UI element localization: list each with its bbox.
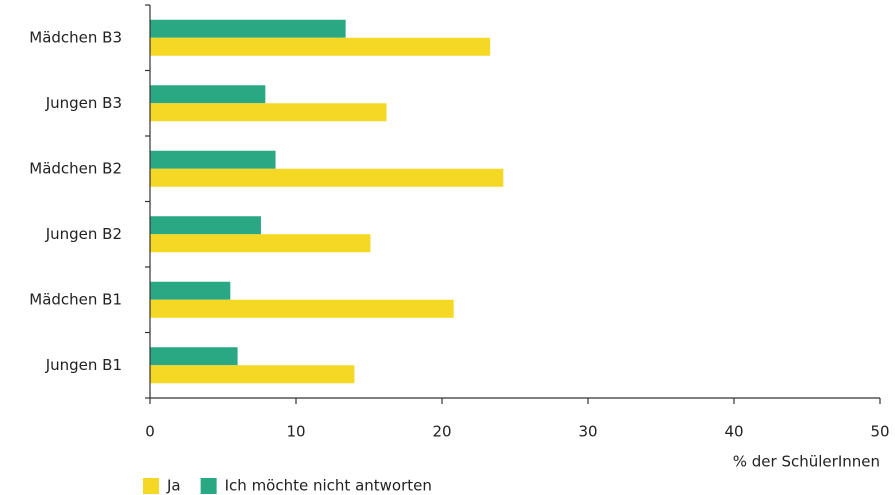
x-axis-label: % der SchülerInnen: [733, 453, 880, 471]
x-tick-label: 40: [724, 423, 743, 441]
bar: [150, 365, 355, 384]
bar: [150, 103, 387, 122]
bar: [150, 281, 231, 300]
legend-swatch: [200, 478, 217, 494]
bar: [150, 234, 371, 253]
x-tick-label: 0: [145, 423, 155, 441]
legend-label: Ja: [166, 477, 181, 495]
legend-swatch: [143, 478, 159, 494]
y-tick-label: Mädchen B3: [29, 28, 122, 46]
x-tick-label: 20: [432, 423, 451, 441]
x-tick-label: 10: [286, 423, 305, 441]
y-tick-label: Jungen B2: [45, 225, 122, 243]
bar: [150, 37, 491, 56]
y-tick-label: Mädchen B1: [29, 290, 122, 308]
bar: [150, 347, 238, 366]
legend-label: Ich möchte nicht antworten: [225, 477, 432, 495]
bar: [150, 168, 504, 187]
y-tick-label: Jungen B3: [45, 94, 122, 112]
y-tick-label: Mädchen B2: [29, 159, 122, 177]
x-tick-label: 50: [870, 423, 889, 441]
bar: [150, 299, 454, 318]
bar: [150, 150, 276, 169]
bar: [150, 85, 266, 104]
bar: [150, 19, 346, 38]
bar: [150, 216, 261, 235]
y-tick-label: Jungen B1: [45, 356, 122, 374]
x-tick-label: 30: [578, 423, 597, 441]
